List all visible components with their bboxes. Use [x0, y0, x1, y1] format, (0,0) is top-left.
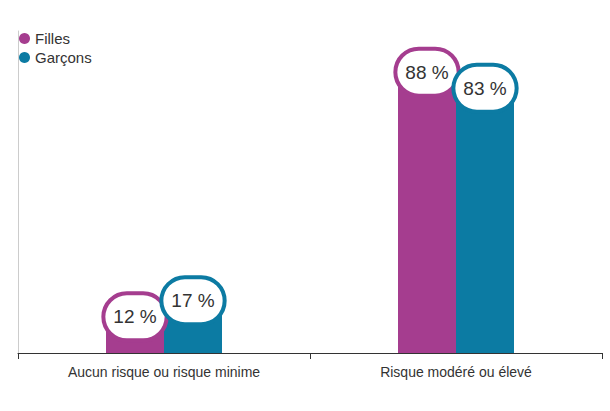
svg-text:88 %: 88 %	[405, 62, 448, 83]
svg-text:Aucun risque ou risque minime: Aucun risque ou risque minime	[68, 364, 260, 380]
svg-text:Risque modéré ou élevé: Risque modéré ou élevé	[380, 364, 532, 380]
svg-text:83 %: 83 %	[463, 78, 506, 99]
svg-text:17 %: 17 %	[171, 290, 214, 311]
svg-text:12 %: 12 %	[113, 306, 156, 327]
svg-text:Garçons: Garçons	[35, 49, 92, 66]
svg-text:Filles: Filles	[35, 30, 70, 47]
